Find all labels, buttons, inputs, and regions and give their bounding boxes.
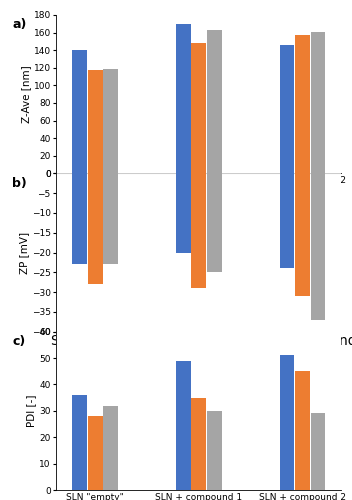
Bar [191,398,206,490]
Bar [279,356,294,490]
Bar [176,360,191,490]
Bar [279,174,294,268]
Bar [191,174,206,288]
Legend: 0 day, 7 days, 28 days: 0 day, 7 days, 28 days [128,212,270,224]
Text: b): b) [12,176,27,190]
Bar [88,174,102,284]
Bar [295,174,310,296]
Text: a): a) [12,18,26,31]
Bar [88,70,102,174]
Bar [311,32,326,174]
Bar [88,416,102,490]
Bar [72,395,87,490]
Bar [207,174,222,272]
Bar [295,35,310,173]
Bar [311,414,326,490]
Bar [72,50,87,174]
Bar [176,24,191,174]
Bar [311,174,326,320]
Bar [103,68,118,174]
Bar [295,371,310,490]
Bar [207,411,222,490]
Y-axis label: PDI [-]: PDI [-] [26,394,37,427]
Bar [103,174,118,264]
Text: c): c) [12,335,25,348]
Y-axis label: ZP [mV]: ZP [mV] [19,232,29,274]
Bar [176,174,191,252]
Bar [103,406,118,490]
Bar [191,43,206,174]
Bar [279,45,294,174]
Y-axis label: Z-Ave [nm]: Z-Ave [nm] [21,66,31,123]
Bar [207,30,222,174]
Legend: 0 day, 7 days, 28 days: 0 day, 7 days, 28 days [128,371,270,382]
Bar [72,174,87,264]
